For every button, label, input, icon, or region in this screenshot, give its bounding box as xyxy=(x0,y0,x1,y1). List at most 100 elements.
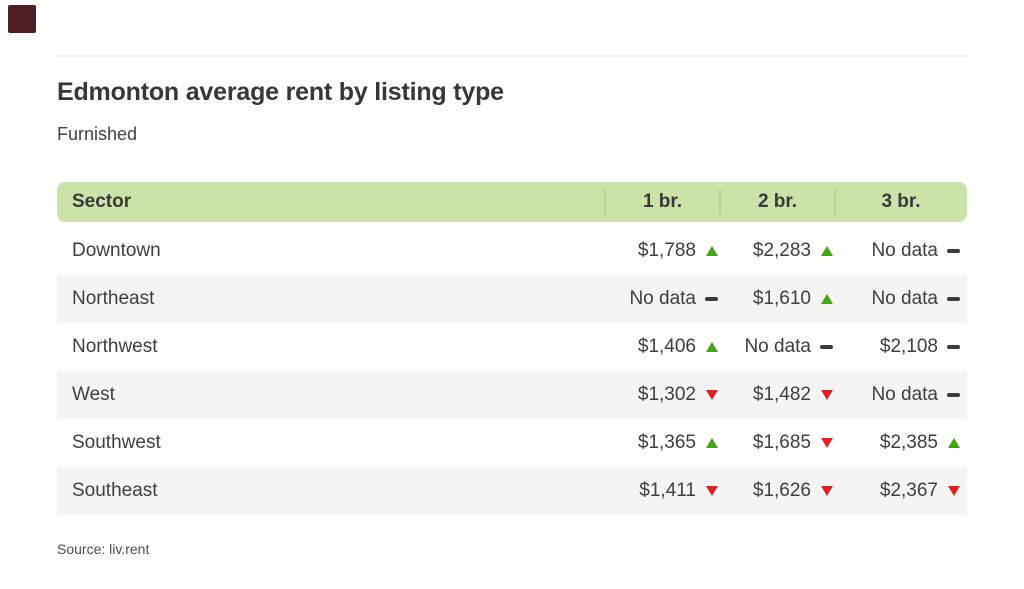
page-subtitle: Furnished xyxy=(57,124,138,144)
trend-up-icon xyxy=(820,294,833,305)
value-cell: No data xyxy=(835,384,967,406)
content-area: Edmonton average rent by listing type Fu… xyxy=(57,0,967,557)
trend-indicator-box xyxy=(705,342,718,353)
trend-flat-icon xyxy=(820,345,833,350)
trend-up-icon xyxy=(705,438,718,449)
cell-value: $2,108 xyxy=(879,336,938,358)
trend-indicator-box xyxy=(820,345,833,350)
trend-indicator-box xyxy=(705,246,718,257)
cell-value: No data xyxy=(629,288,696,310)
trend-up-icon xyxy=(705,342,718,353)
value-cell: $1,365 xyxy=(605,432,720,454)
value-cell: $1,302 xyxy=(605,384,720,406)
trend-indicator-box xyxy=(820,390,833,401)
cell-value: No data xyxy=(871,288,938,310)
trend-indicator-box xyxy=(705,438,718,449)
cell-value: $1,406 xyxy=(637,336,696,358)
trend-up-icon xyxy=(947,438,960,449)
trend-indicator-box xyxy=(705,486,718,497)
table-body: Downtown $1,788 $2,283 No data Northeast… xyxy=(57,227,967,516)
cell-value: $1,302 xyxy=(637,384,696,406)
value-cell: $2,385 xyxy=(835,432,967,454)
trend-down-icon xyxy=(947,486,960,497)
cell-value: $1,788 xyxy=(637,240,696,262)
column-header-2br: 2 br. xyxy=(719,182,835,222)
value-cell: $1,482 xyxy=(720,384,835,406)
trend-flat-icon xyxy=(947,345,960,350)
source-attribution: Source: liv.rent xyxy=(57,541,150,558)
cell-value: No data xyxy=(871,384,938,406)
column-header-sector: Sector xyxy=(72,191,132,213)
trend-indicator-box xyxy=(947,297,960,302)
value-cell: $1,610 xyxy=(720,288,835,310)
liv-rent-logo xyxy=(8,5,36,33)
trend-down-icon xyxy=(820,486,833,497)
trend-indicator-box xyxy=(947,393,960,398)
trend-down-icon xyxy=(705,390,718,401)
cell-value: $1,411 xyxy=(639,480,696,502)
trend-indicator-box xyxy=(947,249,960,254)
sector-cell: Southwest xyxy=(72,432,161,454)
top-divider xyxy=(57,55,968,57)
rent-table: Sector 1 br. 2 br. 3 br. Downtown $1,788 xyxy=(57,182,967,516)
sector-cell: Northwest xyxy=(72,336,158,358)
trend-up-icon xyxy=(705,246,718,257)
trend-down-icon xyxy=(820,438,833,449)
trend-indicator-box xyxy=(820,438,833,449)
table-row: West $1,302 $1,482 No data xyxy=(57,371,967,420)
cell-value: No data xyxy=(871,240,938,262)
trend-indicator-box xyxy=(820,246,833,257)
trend-indicator-box xyxy=(947,486,960,497)
cell-value: $2,385 xyxy=(879,432,938,454)
value-cell: No data xyxy=(605,288,720,310)
table-header-row: Sector 1 br. 2 br. 3 br. xyxy=(57,182,967,223)
sector-cell: West xyxy=(72,384,115,406)
header-divider xyxy=(604,189,606,216)
trend-indicator-box xyxy=(820,486,833,497)
trend-flat-icon xyxy=(947,393,960,398)
value-cell: $1,411 xyxy=(605,480,720,502)
table-row: Northeast No data $1,610 No data xyxy=(57,275,967,324)
sector-cell: Downtown xyxy=(72,240,161,262)
cell-value: $1,626 xyxy=(752,480,811,502)
trend-flat-icon xyxy=(705,297,718,302)
cell-value: No data xyxy=(744,336,811,358)
table-row: Southeast $1,411 $1,626 $2,367 xyxy=(57,467,967,516)
header-divider xyxy=(719,189,721,216)
trend-indicator-box xyxy=(947,345,960,350)
value-cell: $1,685 xyxy=(720,432,835,454)
value-cell: $1,406 xyxy=(605,336,720,358)
trend-indicator-box xyxy=(820,294,833,305)
trend-flat-icon xyxy=(947,249,960,254)
column-header-2br-label: 2 br. xyxy=(757,191,798,213)
trend-indicator-box xyxy=(947,438,960,449)
table-row: Southwest $1,365 $1,685 $2,385 xyxy=(57,419,967,468)
trend-down-icon xyxy=(705,486,718,497)
cell-value: $1,610 xyxy=(752,288,811,310)
trend-flat-icon xyxy=(947,297,960,302)
trend-indicator-box xyxy=(705,297,718,302)
trend-up-icon xyxy=(820,246,833,257)
value-cell: No data xyxy=(835,240,967,262)
page-title: Edmonton average rent by listing type xyxy=(57,78,504,106)
column-header-3br: 3 br. xyxy=(834,182,967,222)
value-cell: No data xyxy=(720,336,835,358)
sector-cell: Northeast xyxy=(72,288,155,310)
header-divider xyxy=(834,189,836,216)
trend-down-icon xyxy=(820,390,833,401)
cell-value: $2,283 xyxy=(752,240,811,262)
column-header-1br-label: 1 br. xyxy=(642,191,683,213)
value-cell: $2,283 xyxy=(720,240,835,262)
table-row: Northwest $1,406 No data $2,108 xyxy=(57,323,967,372)
trend-indicator-box xyxy=(705,390,718,401)
cell-value: $1,685 xyxy=(752,432,811,454)
cell-value: $1,365 xyxy=(637,432,696,454)
column-header-3br-label: 3 br. xyxy=(881,191,921,213)
value-cell: $2,108 xyxy=(835,336,967,358)
sector-cell: Southeast xyxy=(72,480,158,502)
value-cell: $1,788 xyxy=(605,240,720,262)
cell-value: $2,367 xyxy=(879,480,938,502)
cell-value: $1,482 xyxy=(752,384,811,406)
value-cell: No data xyxy=(835,288,967,310)
